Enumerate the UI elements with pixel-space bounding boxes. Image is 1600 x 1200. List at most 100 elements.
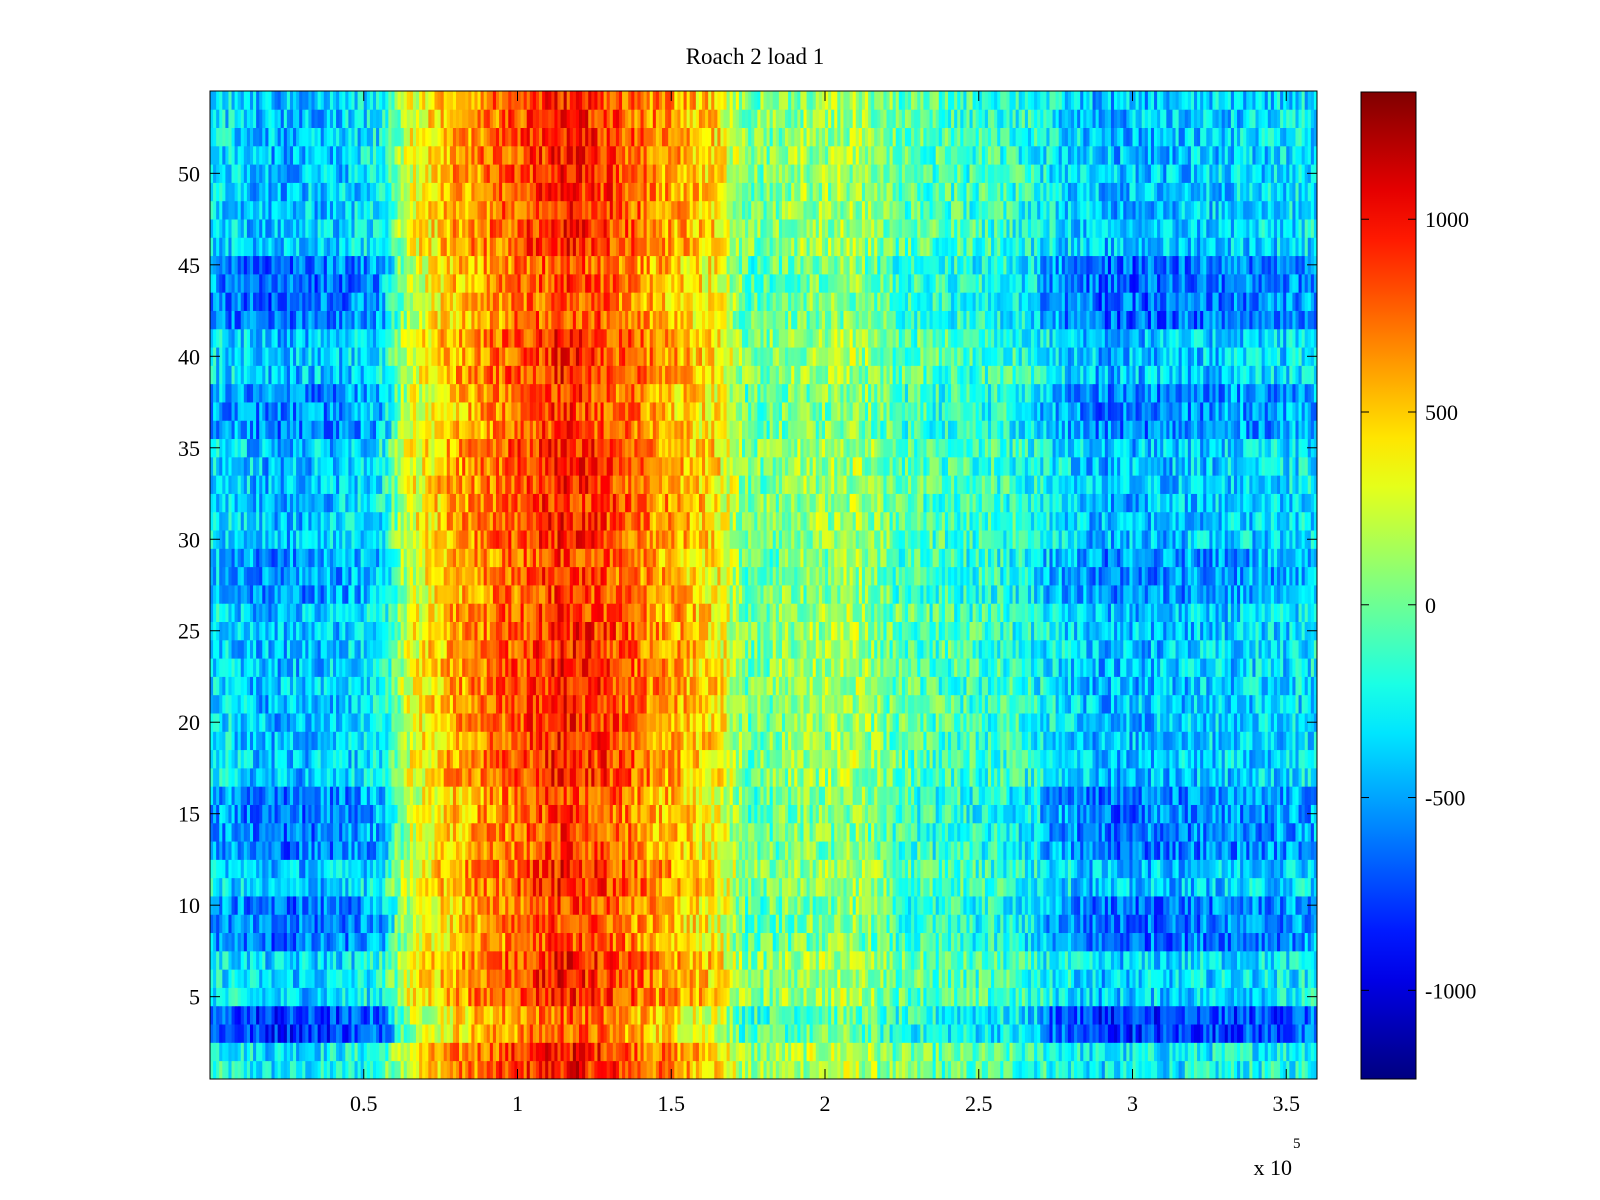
heatmap-cell [904, 969, 909, 988]
heatmap-cell [366, 987, 371, 1007]
heatmap-cell [419, 1060, 423, 1080]
heatmap-cell [791, 877, 795, 897]
heatmap-cell [296, 1005, 300, 1025]
heatmap-cell [535, 987, 540, 1007]
heatmap-cell [1120, 859, 1124, 879]
heatmap-cell [591, 914, 595, 934]
heatmap-cell [391, 896, 395, 915]
heatmap-cell [717, 969, 721, 988]
heatmap-cell [299, 914, 303, 934]
heatmap-cell [1203, 896, 1207, 915]
heatmap-cell [1034, 896, 1038, 915]
heatmap-cell [529, 1042, 534, 1062]
heatmap-cell [299, 950, 303, 970]
heatmap-cell [978, 932, 983, 952]
heatmap-cell [1209, 932, 1213, 952]
heatmap-cell [1043, 969, 1047, 988]
heatmap-cell [914, 822, 918, 842]
heatmap-cell [828, 822, 832, 842]
heatmap-cell [1246, 896, 1250, 915]
heatmap-cell [459, 987, 463, 1007]
heatmap-cell [775, 877, 780, 897]
heatmap-cell [1178, 950, 1183, 970]
heatmap-cell [554, 914, 558, 934]
heatmap-cell [416, 822, 420, 842]
heatmap-cell [259, 841, 263, 860]
heatmap-cell [911, 1042, 915, 1062]
heatmap-cell [376, 969, 380, 988]
heatmap-cell [474, 1005, 478, 1025]
heatmap-cell [1283, 859, 1287, 879]
heatmap-cell [809, 1024, 814, 1043]
heatmap-cell [889, 1042, 894, 1062]
heatmap-cell [557, 987, 561, 1007]
heatmap-cell [210, 841, 214, 860]
heatmap-cell [542, 822, 546, 842]
heatmap-cell [246, 1060, 251, 1080]
heatmap-cell [997, 914, 1001, 934]
heatmap-cell [1197, 1060, 1201, 1080]
heatmap-cell [997, 1024, 1001, 1043]
heatmap-cell [901, 932, 906, 952]
heatmap-cell [1071, 969, 1075, 988]
heatmap-cell [920, 822, 924, 842]
heatmap-cell [760, 841, 764, 860]
heatmap-cell [941, 859, 946, 879]
heatmap-cell [908, 1024, 912, 1043]
heatmap-cell [308, 969, 312, 988]
heatmap-cell [1301, 877, 1306, 897]
heatmap-cell [858, 877, 863, 897]
heatmap-cell [1249, 914, 1253, 934]
heatmap-cell [1101, 877, 1106, 897]
heatmap-cell [1178, 859, 1183, 879]
heatmap-cell [948, 969, 952, 988]
heatmap-cell [778, 987, 783, 1007]
heatmap-cell [658, 914, 663, 934]
heatmap-cell [329, 914, 334, 934]
heatmap-cell [1034, 822, 1038, 842]
heatmap-cell [978, 914, 983, 934]
heatmap-cell [213, 950, 217, 970]
heatmap-cell [941, 950, 946, 970]
heatmap-cell [794, 1005, 798, 1025]
heatmap-cell [720, 822, 724, 842]
heatmap-cell [655, 987, 660, 1007]
heatmap-cell [818, 877, 823, 897]
heatmap-cell [843, 859, 847, 879]
heatmap-cell [360, 822, 365, 842]
heatmap-cell [800, 969, 804, 988]
heatmap-cell [514, 914, 518, 934]
heatmap-cell [883, 987, 887, 1007]
heatmap-cell [495, 987, 500, 1007]
heatmap-cell [828, 914, 832, 934]
heatmap-cell [1292, 914, 1296, 934]
heatmap-cell [237, 950, 242, 970]
heatmap-cell [932, 932, 937, 952]
heatmap-cell [391, 987, 395, 1007]
heatmap-cell [317, 914, 322, 934]
heatmap-cell [520, 1060, 525, 1080]
heatmap-cell [391, 950, 395, 970]
heatmap-cell [944, 1042, 949, 1062]
heatmap-cell [698, 841, 703, 860]
heatmap-cell [588, 914, 592, 934]
heatmap-cell [535, 877, 540, 897]
heatmap-cell [1298, 877, 1303, 897]
heatmap-cell [256, 969, 260, 988]
heatmap-cell [1015, 859, 1020, 879]
heatmap-cell [1304, 859, 1309, 879]
heatmap-cell [1120, 822, 1124, 842]
heatmap-cell [551, 950, 555, 970]
heatmap-cell [585, 1024, 589, 1043]
heatmap-cell [551, 914, 555, 934]
heatmap-cell [1255, 932, 1259, 952]
heatmap-cell [339, 1060, 343, 1080]
heatmap-cell [1147, 1060, 1152, 1080]
heatmap-cell [809, 877, 814, 897]
heatmap-cell [1040, 841, 1044, 860]
heatmap-cell [1067, 1042, 1072, 1062]
heatmap-cell [1114, 859, 1118, 879]
heatmap-cell [609, 950, 614, 970]
heatmap-cell [219, 987, 223, 1007]
heatmap-cell [969, 822, 973, 842]
